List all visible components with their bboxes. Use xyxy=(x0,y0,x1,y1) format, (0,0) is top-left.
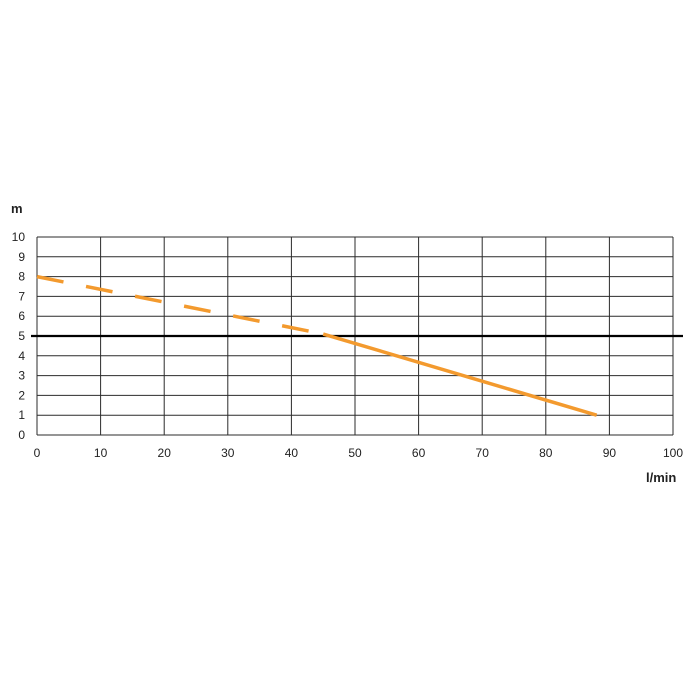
y-tick-label: 7 xyxy=(18,289,25,303)
y-tick-labels: 0 1 2 3 4 5 6 7 8 9 10 xyxy=(12,230,26,442)
y-tick-label: 5 xyxy=(18,329,25,343)
solid-curve-series xyxy=(322,332,598,417)
x-axis-unit-label: l/min xyxy=(646,470,676,485)
x-tick-label: 20 xyxy=(158,446,172,460)
y-tick-label: 6 xyxy=(18,309,25,323)
y-tick-label: 4 xyxy=(18,349,25,363)
series-layer xyxy=(36,274,598,417)
y-tick-label: 10 xyxy=(12,230,26,244)
y-tick-label: 8 xyxy=(18,270,25,284)
y-tick-label: 2 xyxy=(18,388,25,402)
x-tick-label: 60 xyxy=(412,446,426,460)
x-tick-label: 40 xyxy=(285,446,299,460)
x-tick-label: 80 xyxy=(539,446,553,460)
x-tick-label: 100 xyxy=(663,446,683,460)
y-tick-label: 3 xyxy=(18,369,25,383)
y-axis-unit-label: m xyxy=(11,201,23,216)
x-tick-labels: 0 10 20 30 40 50 60 70 80 90 100 xyxy=(34,446,684,460)
x-tick-label: 10 xyxy=(94,446,108,460)
x-tick-label: 90 xyxy=(603,446,617,460)
dashed-curve-series xyxy=(36,274,324,336)
x-tick-label: 70 xyxy=(476,446,490,460)
y-tick-label: 0 xyxy=(18,428,25,442)
y-tick-label: 9 xyxy=(18,250,25,264)
x-tick-label: 0 xyxy=(34,446,41,460)
y-tick-label: 1 xyxy=(18,408,25,422)
x-tick-label: 30 xyxy=(221,446,235,460)
x-tick-label: 50 xyxy=(348,446,362,460)
